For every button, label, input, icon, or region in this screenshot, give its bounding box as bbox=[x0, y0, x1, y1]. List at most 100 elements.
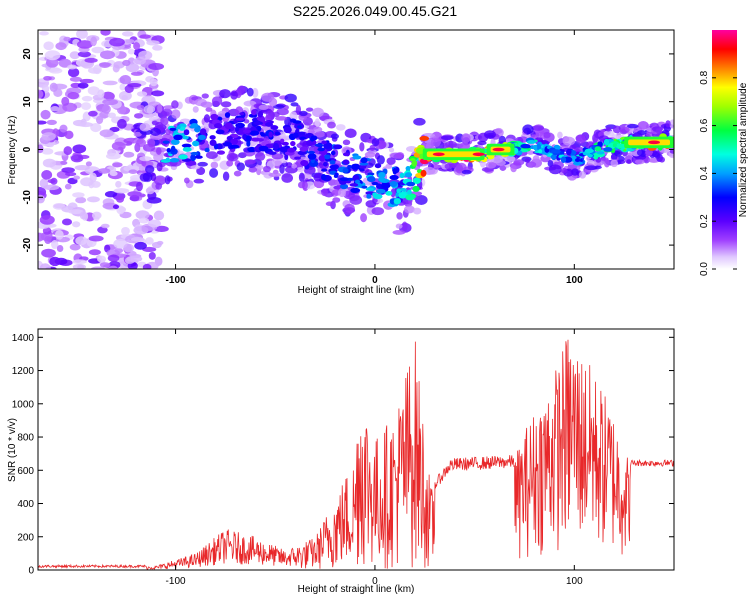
spectrogram-cell bbox=[342, 159, 350, 165]
spectrogram-cell bbox=[142, 172, 153, 182]
spectrogram-cell bbox=[321, 188, 328, 197]
spectrogram-cell bbox=[63, 146, 73, 156]
spectrogram-cell bbox=[42, 226, 52, 235]
spectrogram-cell bbox=[270, 125, 279, 130]
spectrogram-cell bbox=[234, 126, 240, 132]
spectrogram-cell bbox=[176, 125, 181, 130]
spectrogram-cell bbox=[284, 93, 297, 103]
spectrogram-cell bbox=[560, 156, 567, 163]
spectrogram-cell bbox=[78, 122, 94, 128]
snr-x-tick-label: 100 bbox=[566, 576, 583, 587]
spectrogram-cell bbox=[200, 101, 213, 108]
spectrogram-cell bbox=[72, 221, 81, 228]
spectrogram-cell bbox=[291, 163, 297, 169]
spectrogram-cell bbox=[160, 116, 169, 126]
spectrogram-cell bbox=[107, 112, 116, 119]
spectrogram-cell bbox=[301, 180, 308, 190]
spectrogram-cell bbox=[126, 255, 143, 263]
spectrogram-cell bbox=[192, 140, 200, 147]
spectrogram-cell bbox=[539, 130, 546, 140]
spectrogram-cell bbox=[510, 164, 517, 173]
spectrogram-cell bbox=[569, 144, 577, 150]
spectrogram-cell bbox=[279, 164, 285, 174]
spectrogram-cell bbox=[210, 113, 219, 120]
spectrogram-cell bbox=[230, 90, 238, 100]
spectrogram-cell bbox=[49, 82, 58, 93]
spectrogram-cell bbox=[342, 167, 349, 173]
spectrogram-cell bbox=[255, 152, 266, 161]
spectrogram-cell bbox=[64, 130, 74, 140]
spectrogram-cell bbox=[85, 161, 92, 167]
spectrogram-cell bbox=[38, 120, 47, 125]
spectrogram-cell bbox=[244, 159, 256, 165]
spectrogram-cell bbox=[524, 158, 530, 163]
spectrogram-cell bbox=[338, 188, 347, 198]
spectrogram-cell bbox=[201, 93, 209, 99]
snr-y-tick-label: 400 bbox=[17, 499, 34, 510]
spectrogram-cell bbox=[153, 177, 165, 182]
spectrogram-cell bbox=[139, 122, 151, 132]
spectrogram-cell bbox=[200, 128, 207, 135]
spectrogram-cell bbox=[136, 91, 148, 97]
spectrogram-cell bbox=[38, 89, 44, 99]
spectrogram-cell bbox=[584, 165, 598, 171]
spectrogram-cell bbox=[216, 150, 226, 155]
spectrogram-cell bbox=[386, 157, 396, 165]
spectrogram-cell bbox=[369, 144, 376, 151]
spectrogram-cell bbox=[50, 177, 58, 185]
spectrogram-cell bbox=[69, 243, 81, 251]
spectrogram-cell bbox=[121, 227, 130, 236]
spectrogram-cell bbox=[235, 117, 245, 121]
spectrogram-cell bbox=[333, 174, 339, 178]
spectrogram-cell bbox=[154, 225, 169, 232]
spectrogram-cell bbox=[562, 136, 576, 146]
spectrogram-cell bbox=[229, 126, 236, 134]
spectrogram-cell bbox=[123, 243, 134, 253]
spectrogram-cell bbox=[522, 124, 534, 134]
spectrogram-cell bbox=[56, 244, 64, 252]
spectrogram-cell bbox=[378, 172, 386, 179]
spectrogram-cell bbox=[398, 191, 407, 199]
snr-y-tick-label: 0 bbox=[28, 566, 34, 577]
spectrogram-cell bbox=[122, 59, 131, 66]
spectrogram-cell bbox=[259, 116, 266, 123]
spectrogram-cell bbox=[405, 194, 415, 201]
spectrogram-cell bbox=[287, 147, 296, 153]
spectrogram-cell bbox=[659, 156, 665, 163]
spectrogram-cell bbox=[39, 31, 49, 36]
spectrogram-cell bbox=[560, 167, 568, 174]
spectrogram-cell bbox=[314, 143, 324, 147]
spectrogram-cell bbox=[155, 182, 163, 190]
spectrogram-cell bbox=[68, 209, 84, 215]
spectrogram-cell bbox=[105, 152, 121, 160]
spectrogram-cell bbox=[381, 181, 391, 189]
colorbar-label: Normalized spectral amplitude bbox=[738, 82, 749, 217]
spectrogram-cell bbox=[77, 82, 89, 89]
spectrogram-x-tick-label: 100 bbox=[566, 275, 583, 286]
spectrogram-cell bbox=[67, 92, 80, 100]
spectrogram-cell bbox=[142, 143, 156, 152]
spectrogram-cell bbox=[389, 180, 398, 187]
spectrogram-cell bbox=[222, 142, 232, 147]
spectrogram-cell bbox=[413, 207, 422, 215]
spectrogram-cell bbox=[385, 190, 393, 196]
spectrogram-cell bbox=[344, 203, 355, 213]
spectrogram-cell bbox=[162, 140, 170, 144]
spectrogram-cell bbox=[461, 169, 472, 175]
spectrogram-cell bbox=[108, 265, 118, 269]
spectrogram-cell bbox=[148, 62, 165, 71]
spectrogram-cell bbox=[60, 160, 68, 165]
colorbar: 0.0 0.2 0.4 0.6 0.8 Normalized spectral ampl… bbox=[699, 30, 749, 276]
spectrogram-y-tick-label: -20 bbox=[22, 237, 33, 252]
spectrogram-cell bbox=[138, 165, 145, 171]
spectrogram-cell bbox=[406, 189, 412, 195]
spectrogram-cell bbox=[376, 155, 385, 165]
spectrogram-cell bbox=[90, 123, 102, 133]
spectrogram-cell bbox=[190, 154, 197, 162]
snr-panel: -100 0 100 0 200 400 600 800 1000 1200 1400 Heigh… bbox=[7, 328, 675, 595]
spectrogram-cell bbox=[71, 259, 87, 265]
colorbar-tick-label: 0.4 bbox=[699, 166, 710, 180]
spectrogram-cell bbox=[412, 177, 421, 184]
spectrogram-cell bbox=[455, 163, 464, 174]
